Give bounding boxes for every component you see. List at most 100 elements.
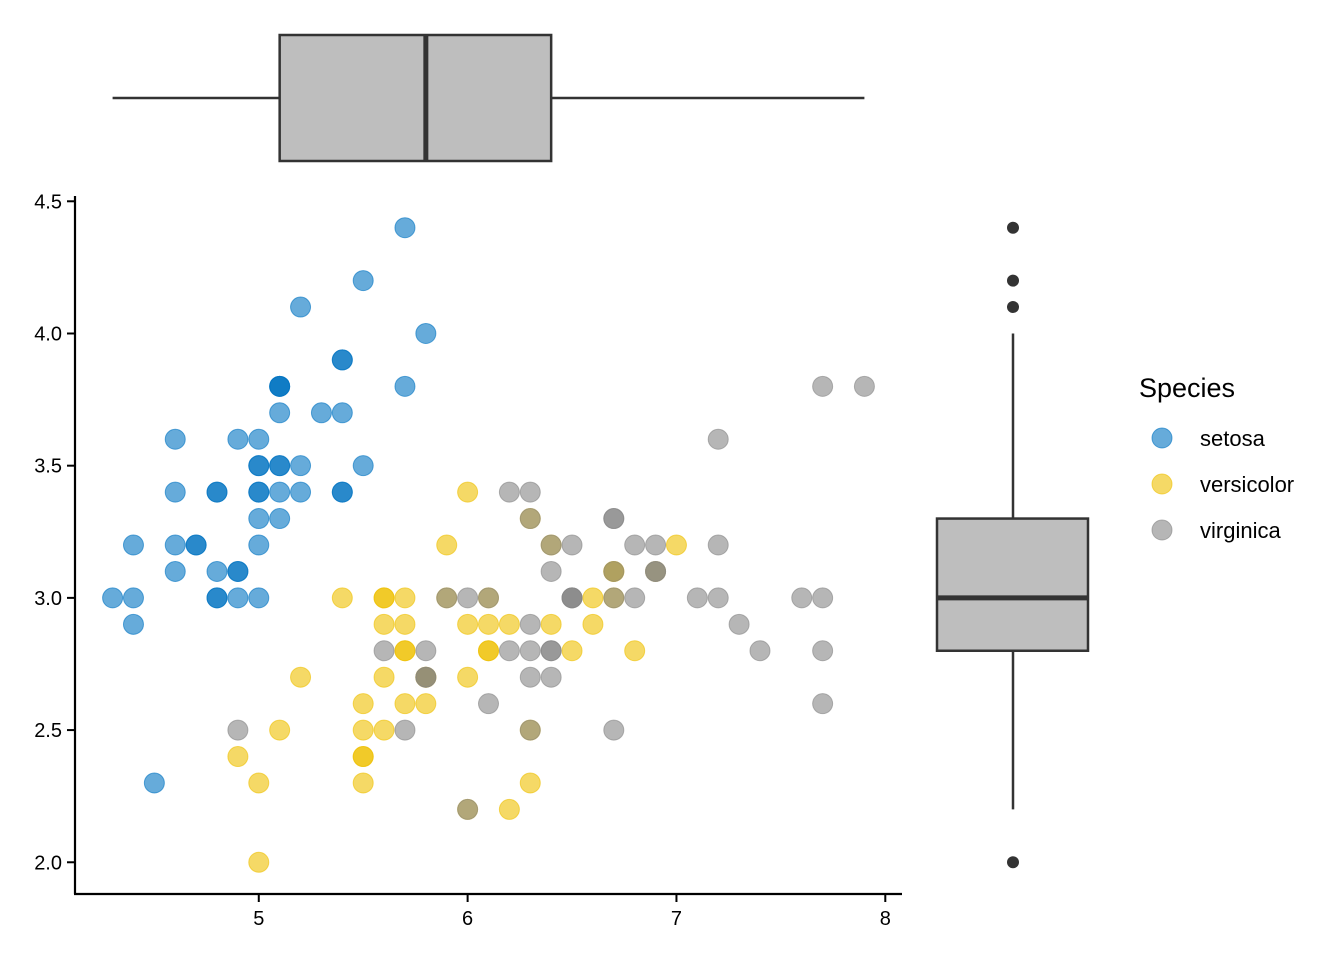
- data-point-versicolor: [478, 640, 499, 662]
- data-point-virginica: [624, 534, 646, 556]
- y-tick-label: 4.0: [34, 323, 62, 345]
- data-point-virginica: [812, 693, 834, 715]
- data-point-virginica: [457, 587, 479, 609]
- data-point-setosa: [331, 481, 353, 503]
- data-point-virginica: [791, 587, 813, 609]
- legend-label-virginica: virginica: [1200, 518, 1281, 543]
- data-point-setosa: [269, 508, 291, 530]
- data-point-versicolor: [352, 746, 374, 768]
- data-point-versicolor: [248, 772, 270, 794]
- data-point-setosa: [290, 455, 312, 477]
- data-point-versicolor: [394, 693, 416, 715]
- data-point-virginica: [728, 613, 750, 635]
- data-point-setosa: [331, 349, 353, 371]
- data-point-setosa: [164, 560, 186, 582]
- data-point-setosa: [164, 428, 186, 450]
- x-tick-label: 5: [253, 908, 264, 930]
- data-point-versicolor: [665, 534, 687, 556]
- data-point-versicolor: [519, 772, 541, 794]
- data-point-virginica: [707, 428, 729, 450]
- data-point-setosa: [248, 455, 270, 477]
- data-point-versicolor: [227, 746, 249, 768]
- data-point-setosa: [269, 375, 291, 397]
- data-point-virginica: [519, 508, 541, 530]
- data-point-virginica: [227, 719, 249, 741]
- top-marginal-boxplot: [112, 33, 865, 163]
- data-point-setosa: [331, 402, 353, 424]
- data-point-setosa: [206, 481, 228, 503]
- data-point-virginica: [519, 666, 541, 688]
- data-point-versicolor: [415, 693, 437, 715]
- right-box-outlier: [1007, 301, 1019, 314]
- data-point-setosa: [185, 534, 207, 556]
- data-point-setosa: [269, 455, 291, 477]
- data-point-setosa: [122, 613, 144, 635]
- data-point-setosa: [102, 587, 124, 609]
- data-point-setosa: [248, 508, 270, 530]
- data-point-virginica: [707, 587, 729, 609]
- data-point-versicolor: [290, 666, 312, 688]
- data-point-virginica: [853, 375, 875, 397]
- data-point-virginica: [519, 481, 541, 503]
- data-point-virginica: [624, 587, 646, 609]
- scatter-points: [102, 217, 875, 873]
- data-point-virginica: [561, 587, 583, 609]
- data-point-versicolor: [436, 534, 458, 556]
- y-tick-label: 2.0: [34, 852, 62, 874]
- y-tick-label: 3.0: [34, 588, 62, 610]
- data-point-versicolor: [373, 613, 395, 635]
- data-point-virginica: [373, 640, 395, 662]
- data-point-versicolor: [582, 587, 604, 609]
- x-tick-label: 8: [880, 908, 891, 930]
- data-point-setosa: [394, 375, 416, 397]
- data-point-versicolor: [540, 613, 562, 635]
- data-point-setosa: [269, 481, 291, 503]
- data-point-virginica: [498, 481, 520, 503]
- data-point-versicolor: [331, 587, 353, 609]
- data-point-virginica: [645, 534, 667, 556]
- data-point-versicolor: [373, 719, 395, 741]
- data-point-virginica: [519, 719, 541, 741]
- data-point-setosa: [352, 455, 374, 477]
- data-point-setosa: [227, 587, 249, 609]
- legend-key-versicolor: [1151, 473, 1173, 495]
- legend-items: setosa versicolor virginica: [1151, 426, 1294, 543]
- data-point-virginica: [749, 640, 771, 662]
- data-point-virginica: [603, 587, 625, 609]
- data-point-versicolor: [498, 798, 520, 820]
- data-point-virginica: [812, 375, 834, 397]
- data-point-setosa: [248, 481, 270, 503]
- data-point-versicolor: [457, 613, 479, 635]
- legend-label-setosa: setosa: [1200, 426, 1266, 451]
- data-point-setosa: [310, 402, 332, 424]
- data-point-setosa: [269, 402, 291, 424]
- data-point-virginica: [457, 798, 479, 820]
- legend-key-setosa: [1151, 427, 1173, 449]
- data-point-virginica: [707, 534, 729, 556]
- data-point-virginica: [478, 693, 499, 715]
- data-point-versicolor: [582, 613, 604, 635]
- data-point-versicolor: [352, 719, 374, 741]
- right-box-outlier: [1007, 221, 1019, 234]
- data-point-versicolor: [269, 719, 291, 741]
- data-point-setosa: [206, 587, 228, 609]
- data-point-virginica: [478, 587, 499, 609]
- data-point-setosa: [415, 322, 437, 344]
- data-point-versicolor: [394, 587, 416, 609]
- data-point-versicolor: [352, 693, 374, 715]
- data-point-versicolor: [394, 613, 416, 635]
- data-point-virginica: [603, 560, 625, 582]
- data-point-virginica: [436, 587, 458, 609]
- data-point-virginica: [540, 640, 562, 662]
- data-point-versicolor: [624, 640, 646, 662]
- data-point-setosa: [122, 534, 144, 556]
- y-tick-label: 3.5: [34, 456, 62, 478]
- data-point-virginica: [519, 613, 541, 635]
- data-point-virginica: [540, 560, 562, 582]
- data-point-versicolor: [457, 666, 479, 688]
- data-point-virginica: [812, 640, 834, 662]
- data-point-virginica: [603, 508, 625, 530]
- data-point-virginica: [812, 587, 834, 609]
